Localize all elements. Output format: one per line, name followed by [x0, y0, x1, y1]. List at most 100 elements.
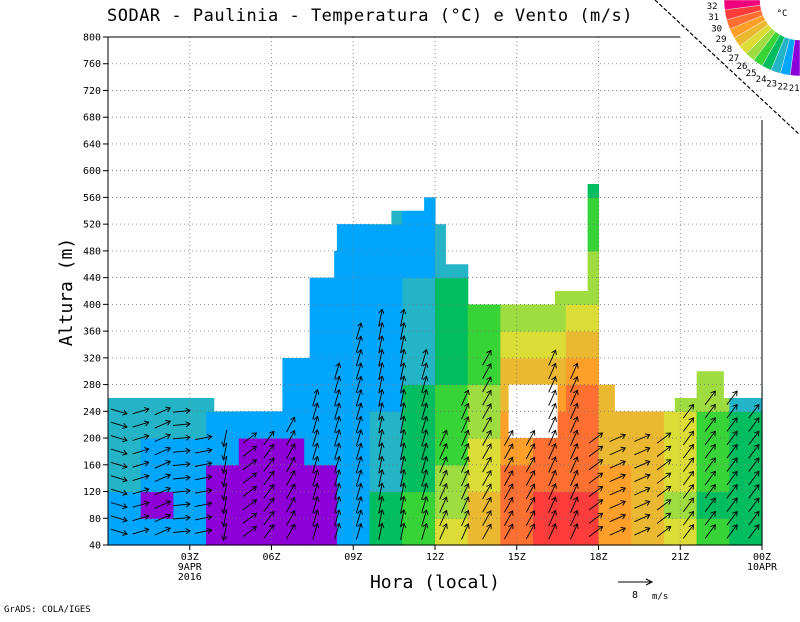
- wind-arrow-shaft: [482, 363, 492, 379]
- wind-arrow-shaft: [421, 349, 427, 367]
- wind-arrow-shaft: [461, 456, 469, 473]
- wind-arrow: [704, 484, 716, 499]
- wind-arrow: [421, 455, 429, 474]
- wind-arrow: [132, 407, 150, 415]
- wind-arrow-head: [378, 308, 385, 315]
- wind-arrow-head: [529, 483, 536, 490]
- wind-arrow: [548, 416, 557, 433]
- temperature-cell: [729, 518, 763, 546]
- legend-label: 26: [737, 62, 748, 72]
- wind-arrow: [242, 432, 258, 444]
- wind-arrow: [132, 500, 150, 508]
- wind-arrow: [482, 389, 492, 406]
- wind-arrow-shaft: [656, 486, 671, 497]
- wind-arrow-shaft: [682, 431, 694, 446]
- wind-arrow: [400, 321, 407, 340]
- wind-arrow-shaft: [682, 511, 694, 526]
- wind-arrow: [482, 469, 492, 486]
- temperature-cell: [304, 464, 338, 493]
- wind-arrow-head: [442, 456, 448, 463]
- wind-arrow: [634, 500, 651, 509]
- y-tick-label: 800: [83, 33, 101, 44]
- wind-arrow: [461, 456, 470, 473]
- wind-arrow-head: [442, 509, 448, 516]
- temperature-cell: [402, 357, 436, 386]
- wind-arrow-head: [665, 525, 672, 532]
- wind-arrow-head: [732, 524, 738, 530]
- wind-arrow-head: [165, 433, 172, 440]
- wind-arrow: [461, 429, 470, 446]
- wind-arrow-head: [290, 416, 296, 423]
- wind-arrow-shaft: [548, 523, 557, 540]
- wind-arrow: [439, 483, 448, 500]
- wind-arrow-shaft: [682, 404, 694, 419]
- wind-arrow: [355, 522, 363, 540]
- wind-vectors: [110, 308, 760, 541]
- wind-arrow: [400, 442, 407, 460]
- wind-arrow: [421, 388, 429, 407]
- wind-arrow-head: [597, 499, 604, 505]
- temperature-cell: [598, 464, 632, 493]
- wind-arrow-head: [464, 523, 470, 529]
- wind-arrow-head: [551, 389, 557, 396]
- wind-arrow: [221, 429, 228, 448]
- wind-arrow: [242, 472, 258, 484]
- wind-arrow-shaft: [286, 443, 296, 460]
- wind-arrow-head: [710, 430, 716, 437]
- wind-arrow-head: [486, 429, 492, 436]
- corner-diagonal: [654, 0, 800, 136]
- wind-arrow: [682, 470, 695, 486]
- wind-arrow-head: [486, 443, 492, 450]
- wind-arrow-shaft: [482, 390, 492, 406]
- wind-arrow: [525, 523, 536, 540]
- wind-arrow-head: [620, 446, 627, 453]
- wind-arrow: [482, 349, 492, 366]
- wind-arrow-head: [357, 429, 363, 435]
- wind-arrow-shaft: [421, 456, 427, 474]
- wind-arrow-shaft: [286, 417, 296, 433]
- wind-arrow-shaft: [504, 497, 514, 513]
- wind-arrow-head: [185, 461, 191, 468]
- temperature-cell: [402, 277, 436, 305]
- wind-arrow-shaft: [400, 469, 405, 487]
- wind-arrow-shaft: [132, 488, 149, 495]
- wind-arrow: [682, 457, 695, 472]
- wind-arrow-shaft: [504, 457, 514, 473]
- wind-arrow-shaft: [609, 500, 626, 509]
- wind-arrow-head: [529, 523, 536, 530]
- temperature-cell: [336, 384, 371, 412]
- wind-arrow-shaft: [173, 490, 191, 493]
- wind-arrow-shaft: [154, 420, 171, 429]
- wind-arrow-head: [221, 521, 228, 528]
- wind-arrow: [334, 362, 342, 380]
- wind-arrow: [656, 459, 672, 471]
- wind-arrow: [656, 485, 672, 497]
- wind-arrow-shaft: [704, 390, 716, 405]
- wind-arrow-head: [464, 402, 470, 409]
- wind-arrow-shaft: [312, 443, 318, 460]
- wind-arrow-head: [378, 348, 385, 355]
- wind-arrow-shaft: [748, 484, 760, 499]
- wind-arrow-shaft: [726, 457, 738, 472]
- wind-arrow: [355, 482, 363, 500]
- wind-arrow-shaft: [682, 497, 694, 512]
- wind-arrow: [461, 416, 470, 433]
- temperature-cell: [533, 357, 567, 386]
- wind-arrow-shaft: [132, 408, 149, 415]
- wind-arrow-head: [143, 500, 150, 507]
- wind-arrow-head: [378, 402, 385, 408]
- wind-arrow-shaft: [400, 389, 405, 407]
- wind-arrow-shaft: [355, 349, 362, 367]
- wind-arrow-shaft: [334, 509, 340, 527]
- wind-arrow-shaft: [748, 431, 760, 446]
- wind-arrow-head: [357, 322, 363, 328]
- wind-arrow-head: [290, 510, 296, 516]
- wind-arrow-head: [665, 512, 672, 518]
- wind-arrow-head: [422, 375, 429, 382]
- wind-arrow: [154, 406, 172, 416]
- wind-arrow-shaft: [634, 527, 651, 536]
- wind-arrow-head: [422, 455, 429, 462]
- wind-arrow: [221, 456, 228, 474]
- wind-arrow: [110, 448, 128, 456]
- wind-arrow: [173, 421, 191, 428]
